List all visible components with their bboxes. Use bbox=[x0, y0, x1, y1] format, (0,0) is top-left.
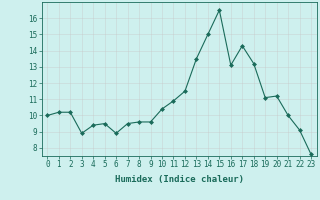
X-axis label: Humidex (Indice chaleur): Humidex (Indice chaleur) bbox=[115, 175, 244, 184]
